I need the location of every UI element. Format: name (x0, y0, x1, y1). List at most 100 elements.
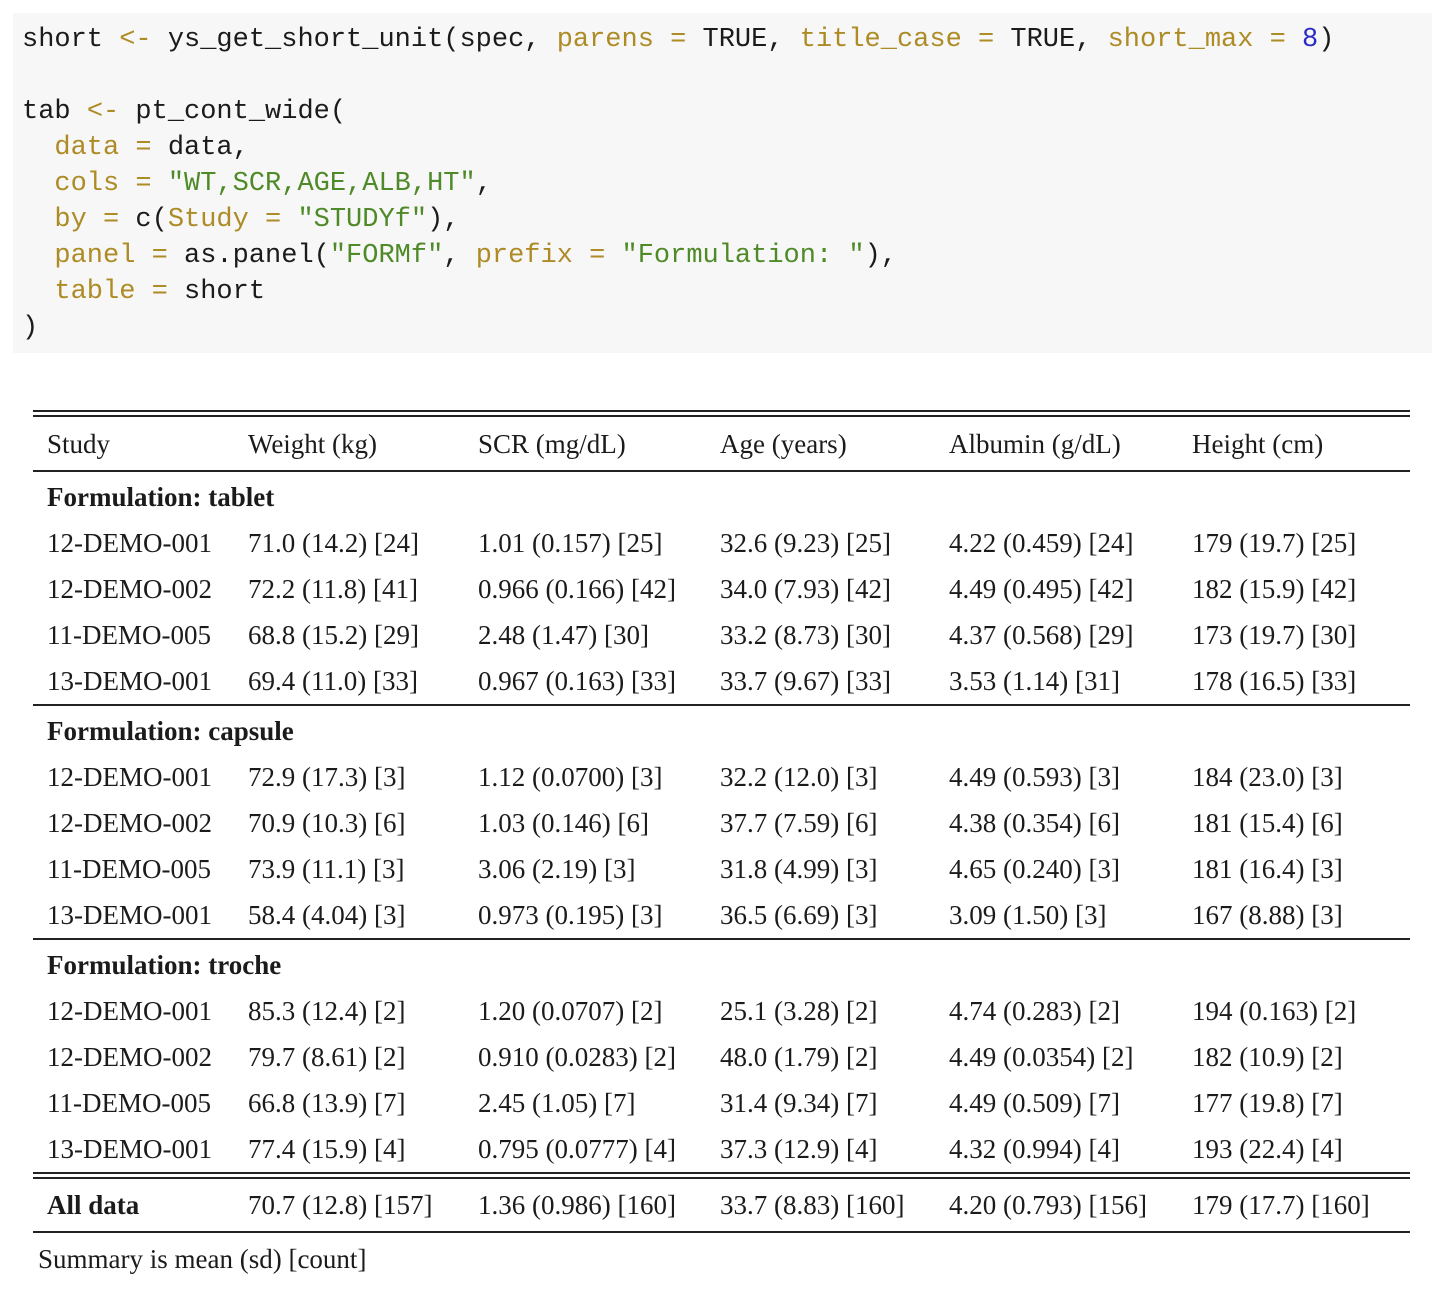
code-token (654, 25, 670, 55)
table-cell: 0.966 (0.166) [42] (478, 574, 676, 604)
table-cell: 31.4 (9.34) [7] (720, 1088, 878, 1118)
table-cell: 173 (19.7) [30] (1192, 620, 1357, 650)
column-header: Study (33, 413, 248, 472)
study-cell: 12-DEMO-001 (47, 762, 212, 792)
code-line (22, 58, 1422, 94)
code-token-str: "FORMf" (329, 241, 444, 271)
code-token (1286, 25, 1302, 55)
table-cell: 1.12 (0.0700) [3] (478, 762, 663, 792)
code-token (135, 241, 151, 271)
code-token (249, 205, 265, 235)
code-token (152, 169, 168, 199)
code-token (22, 133, 54, 163)
code-token-op: = (1269, 25, 1286, 55)
table-cell: 33.7 (8.83) [160] (720, 1172, 949, 1233)
code-line: table = short (22, 274, 1422, 310)
code-token-op: <- (119, 25, 152, 55)
table-cell: 66.8 (13.9) [7] (248, 1088, 406, 1118)
code-token (281, 205, 297, 235)
code-line: panel = as.panel("FORMf", prefix = "Form… (22, 238, 1422, 274)
code-token-arg: panel (54, 241, 136, 271)
code-token (573, 241, 589, 271)
table-row: 13-DEMO-001 77.4 (15.9) [4] 0.795 (0.0777)… (33, 1126, 1410, 1176)
code-token-op: = (151, 241, 168, 271)
table-cell: 1.20 (0.0707) [2] (478, 996, 663, 1026)
table-row: 12-DEMO-001 71.0 (14.2) [24] 1.01 (0.157) … (33, 520, 1410, 566)
table-cell: 167 (8.88) [3] (1192, 900, 1343, 930)
code-token-op: <- (86, 97, 120, 127)
study-cell: 13-DEMO-001 (47, 1134, 212, 1164)
code-token (22, 169, 54, 199)
table-row: 12-DEMO-001 85.3 (12.4) [2] 1.20 (0.0707) … (33, 988, 1410, 1034)
table-cell: 4.49 (0.495) [42] (949, 574, 1134, 604)
code-token-str: "STUDYf" (297, 205, 428, 235)
table-cell: 79.7 (8.61) [2] (248, 1042, 406, 1072)
table-cell: 72.9 (17.3) [3] (248, 762, 406, 792)
summary-row: All data 70.7 (12.8) [157] 1.36 (0.986) [1… (33, 1172, 1410, 1233)
table-cell: 4.32 (0.994) [4] (949, 1134, 1120, 1164)
column-header: SCR (mg/dL) (478, 413, 720, 472)
table-cell: 182 (10.9) [2] (1192, 1042, 1343, 1072)
table-cell: 69.4 (11.0) [33] (248, 666, 418, 696)
table-cell: 25.1 (3.28) [2] (720, 996, 878, 1026)
table-cell: 48.0 (1.79) [2] (720, 1042, 878, 1072)
table-cell: 33.2 (8.73) [30] (720, 620, 891, 650)
table-cell: 179 (17.7) [160] (1192, 1172, 1410, 1233)
study-cell: 12-DEMO-002 (47, 808, 212, 838)
code-token-arg: short_max (1107, 25, 1254, 55)
code-line: ) (22, 310, 1422, 346)
code-token: , (443, 241, 476, 271)
table-row: 12-DEMO-002 72.2 (11.8) [41] 0.966 (0.166)… (33, 566, 1410, 612)
code-token: as.panel( (167, 241, 330, 271)
code-token (1253, 25, 1269, 55)
code-token-op: = (135, 169, 152, 199)
r-code-block: short <- ys_get_short_unit(spec, parens … (13, 13, 1432, 353)
table-row: 13-DEMO-001 69.4 (11.0) [33] 0.967 (0.163)… (33, 658, 1410, 705)
table-cell: 33.7 (9.67) [33] (720, 666, 891, 696)
table-cell: 70.9 (10.3) [6] (248, 808, 406, 838)
study-cell: 12-DEMO-001 (47, 996, 212, 1026)
code-token-arg: parens (556, 25, 654, 55)
code-token (962, 25, 978, 55)
column-header: Height (cm) (1192, 413, 1410, 472)
table-cell: 184 (23.0) [3] (1192, 762, 1343, 792)
table-cell: 0.973 (0.195) [3] (478, 900, 663, 930)
code-token (135, 277, 151, 307)
table-cell: 182 (15.9) [42] (1192, 574, 1357, 604)
table-row: 11-DEMO-005 68.8 (15.2) [29] 2.48 (1.47) [… (33, 612, 1410, 658)
table-cell: 37.7 (7.59) [6] (720, 808, 878, 838)
code-token (22, 205, 54, 235)
code-token-arg: Study (167, 205, 249, 235)
table-cell: 179 (19.7) [25] (1192, 528, 1357, 558)
study-cell: 11-DEMO-005 (47, 620, 211, 650)
table-cell: 37.3 (12.9) [4] (720, 1134, 878, 1164)
table-cell: 32.6 (9.23) [25] (720, 528, 891, 558)
code-token: data, (151, 133, 249, 163)
code-token: ), (427, 205, 460, 235)
study-cell: 11-DEMO-005 (47, 1088, 211, 1118)
table-cell: 77.4 (15.9) [4] (248, 1134, 406, 1164)
table-cell: 193 (22.4) [4] (1192, 1134, 1343, 1164)
code-token: ) (22, 313, 39, 343)
table-cell: 4.49 (0.0354) [2] (949, 1042, 1134, 1072)
table-cell: 68.8 (15.2) [29] (248, 620, 419, 650)
table-body: Formulation: tablet 12-DEMO-001 71.0 (14.2… (33, 470, 1410, 1233)
code-token-op: = (589, 241, 606, 271)
code-token: tab (22, 97, 87, 127)
table-cell: 1.01 (0.157) [25] (478, 528, 663, 558)
table-cell: 3.09 (1.50) [3] (949, 900, 1107, 930)
code-token: ys_get_short_unit(spec, (151, 25, 557, 55)
table-row: 11-DEMO-005 66.8 (13.9) [7] 2.45 (1.05) [7… (33, 1080, 1410, 1126)
table-cell: 85.3 (12.4) [2] (248, 996, 406, 1026)
table-row: 13-DEMO-001 58.4 (4.04) [3] 0.973 (0.195) … (33, 892, 1410, 939)
table-cell: 1.36 (0.986) [160] (478, 1172, 720, 1233)
code-token-op: = (670, 25, 687, 55)
table-header-row: Study Weight (kg) SCR (mg/dL) Age (years) Al… (33, 413, 1410, 472)
table-cell: 2.48 (1.47) [30] (478, 620, 649, 650)
table-row: 12-DEMO-002 70.9 (10.3) [6] 1.03 (0.146) [… (33, 800, 1410, 846)
study-cell: 12-DEMO-001 (47, 528, 212, 558)
code-token-op: = (103, 205, 120, 235)
study-cell: 13-DEMO-001 (47, 900, 212, 930)
code-line: cols = "WT,SCR,AGE,ALB,HT", (22, 166, 1422, 202)
study-cell: 11-DEMO-005 (47, 854, 211, 884)
